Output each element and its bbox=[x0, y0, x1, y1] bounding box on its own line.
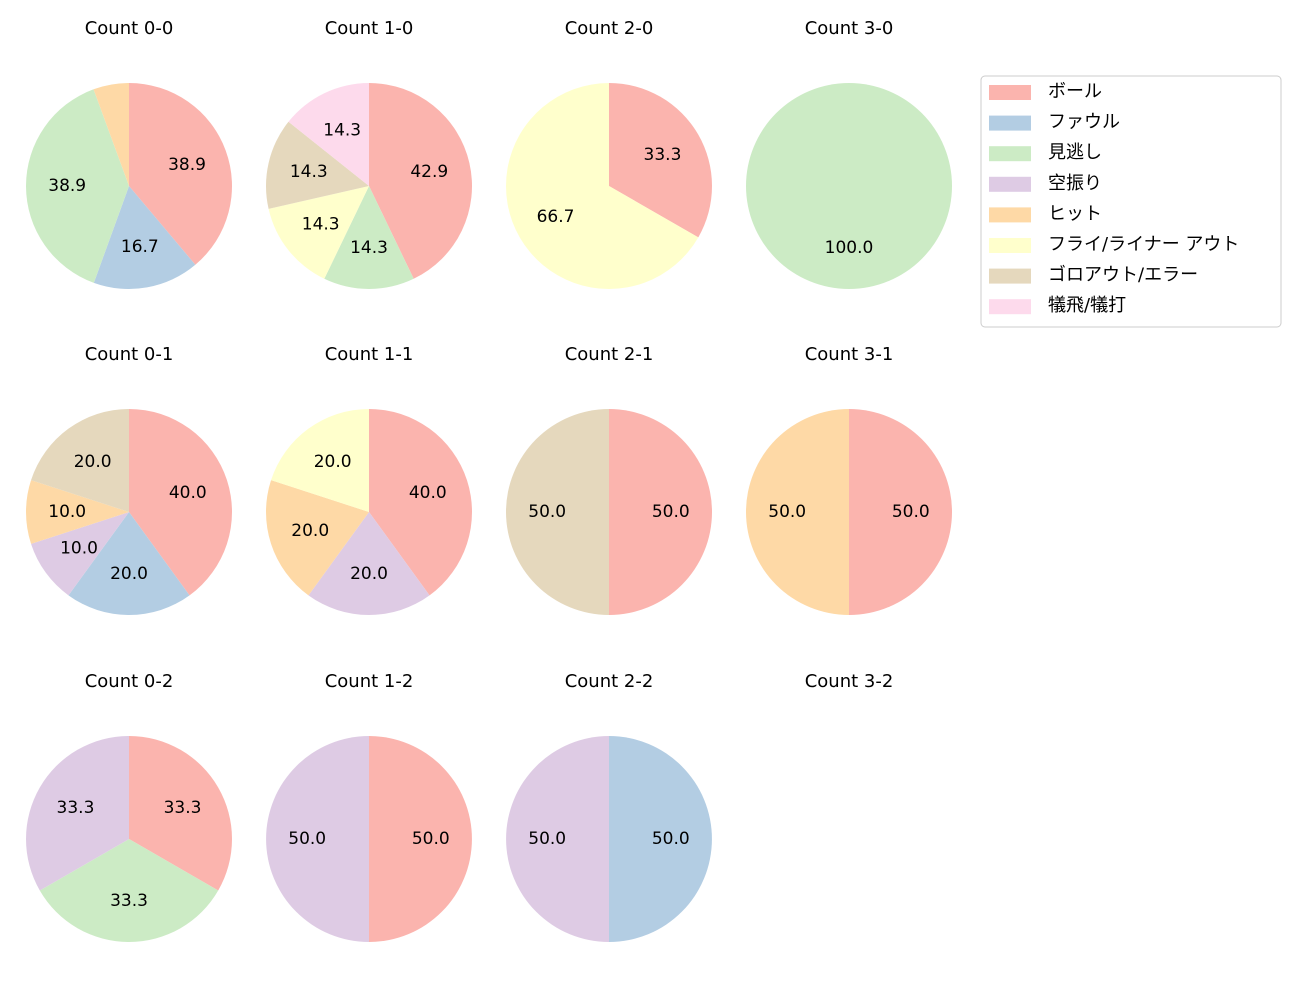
legend-swatch bbox=[989, 146, 1031, 162]
slice-label: 50.0 bbox=[528, 502, 566, 522]
pie-slice bbox=[609, 83, 712, 238]
legend-label: フライ/ライナー アウト bbox=[1048, 234, 1239, 255]
pie-slice bbox=[68, 512, 190, 615]
legend-swatch bbox=[989, 299, 1031, 315]
legend-label: 犠飛/犠打 bbox=[1048, 295, 1126, 316]
slice-label: 50.0 bbox=[288, 829, 326, 849]
pie-slice bbox=[506, 736, 609, 942]
slice-label: 14.3 bbox=[302, 215, 340, 235]
slice-label: 10.0 bbox=[48, 502, 86, 522]
chart-title: Count 1-2 bbox=[325, 671, 414, 692]
pie-slice bbox=[268, 186, 369, 279]
legend-swatch bbox=[989, 85, 1031, 100]
chart-title: Count 3-2 bbox=[805, 671, 894, 692]
chart-title: Count 3-0 bbox=[805, 18, 894, 39]
slice-label: 14.3 bbox=[323, 120, 361, 140]
slice-label: 20.0 bbox=[291, 521, 329, 541]
pie-slice bbox=[324, 186, 414, 289]
chart-title: Count 2-1 bbox=[565, 344, 654, 365]
pie-slice bbox=[609, 409, 712, 615]
pie-slice bbox=[26, 736, 130, 891]
pie-slice bbox=[609, 736, 712, 942]
legend-swatch bbox=[989, 268, 1031, 284]
slice-label: 42.9 bbox=[410, 162, 448, 182]
legend-swatch bbox=[989, 238, 1031, 253]
slice-label: 33.3 bbox=[57, 798, 95, 818]
slice-label: 20.0 bbox=[74, 452, 112, 472]
pie-slice bbox=[288, 83, 369, 186]
pie-slice bbox=[31, 512, 129, 596]
pie-slice bbox=[266, 480, 369, 596]
slice-label: 14.3 bbox=[350, 238, 388, 258]
legend-swatch bbox=[989, 115, 1031, 131]
pie-slice bbox=[31, 409, 129, 512]
legend-label: ゴロアウト/エラー bbox=[1048, 265, 1198, 286]
chart-title: Count 2-2 bbox=[565, 671, 654, 692]
legend-label: ヒット bbox=[1048, 203, 1102, 224]
pie-slice bbox=[129, 83, 233, 265]
slice-label: 33.3 bbox=[110, 891, 148, 911]
chart-title: Count 1-1 bbox=[325, 344, 414, 365]
pie-slice bbox=[25, 89, 129, 283]
pie-slice bbox=[93, 83, 129, 186]
pie-slice bbox=[308, 512, 430, 615]
pie-slice bbox=[271, 409, 369, 512]
pie-slice bbox=[849, 409, 952, 615]
pie-slice bbox=[369, 736, 472, 942]
pie-slice bbox=[746, 83, 952, 289]
chart-title: Count 0-1 bbox=[85, 344, 174, 365]
pie-slice bbox=[26, 480, 130, 544]
pie-slice bbox=[369, 83, 473, 279]
pie-slice bbox=[266, 736, 369, 942]
slice-label: 66.7 bbox=[537, 207, 575, 227]
slice-label: 50.0 bbox=[528, 829, 566, 849]
slice-label: 20.0 bbox=[110, 564, 148, 584]
slice-label: 38.9 bbox=[48, 176, 86, 196]
slice-label: 20.0 bbox=[350, 564, 388, 584]
pie-slice bbox=[39, 839, 219, 942]
slice-label: 50.0 bbox=[652, 502, 690, 522]
slice-label: 50.0 bbox=[768, 502, 806, 522]
pie-slice bbox=[369, 409, 472, 596]
legend-label: 空振り bbox=[1048, 173, 1102, 194]
slice-label: 40.0 bbox=[409, 483, 447, 503]
slice-label: 33.3 bbox=[164, 798, 202, 818]
pie-slice bbox=[129, 736, 232, 891]
slice-label: 40.0 bbox=[169, 483, 207, 503]
slice-label: 50.0 bbox=[652, 829, 690, 849]
pie-slice bbox=[506, 83, 699, 290]
pie-slice bbox=[266, 121, 369, 209]
slice-label: 33.3 bbox=[644, 145, 682, 165]
slice-label: 16.7 bbox=[121, 237, 159, 257]
slice-label: 50.0 bbox=[412, 829, 450, 849]
chart-title: Count 1-0 bbox=[325, 18, 414, 39]
legend-swatch bbox=[989, 207, 1031, 223]
legend-swatch bbox=[989, 176, 1031, 192]
slice-label: 20.0 bbox=[314, 452, 352, 472]
slice-label: 38.9 bbox=[168, 155, 206, 175]
legend-label: ファウル bbox=[1048, 112, 1120, 133]
chart-title: Count 2-0 bbox=[565, 18, 654, 39]
chart-title: Count 0-0 bbox=[85, 18, 174, 39]
pie-slice bbox=[93, 186, 196, 290]
slice-label: 10.0 bbox=[60, 538, 98, 558]
pie-slice bbox=[129, 409, 232, 596]
chart-title: Count 0-2 bbox=[85, 671, 174, 692]
legend-label: 見逃し bbox=[1048, 142, 1102, 163]
pie-slice bbox=[746, 409, 849, 615]
slice-label: 100.0 bbox=[825, 238, 874, 258]
legend-label: ボール bbox=[1048, 81, 1102, 102]
pie-slice bbox=[506, 409, 609, 615]
legend-box bbox=[980, 75, 1282, 328]
slice-label: 50.0 bbox=[892, 502, 930, 522]
slice-label: 14.3 bbox=[290, 162, 328, 182]
chart-title: Count 3-1 bbox=[805, 344, 894, 365]
